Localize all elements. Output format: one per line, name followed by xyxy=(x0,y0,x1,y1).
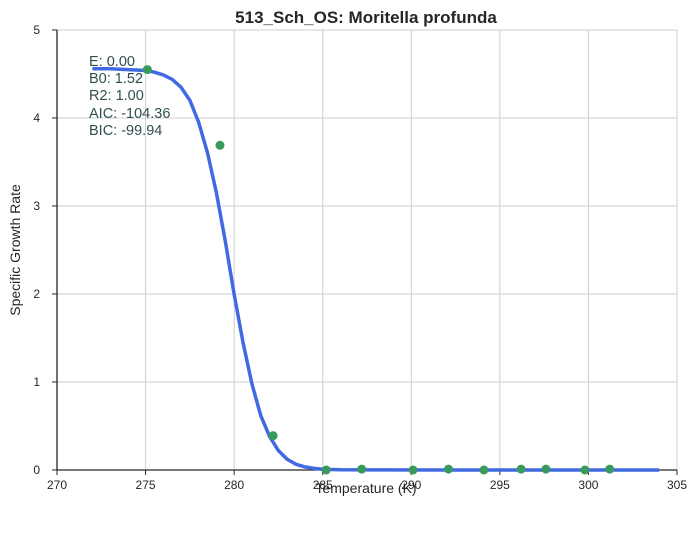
y-tick-label: 3 xyxy=(33,199,40,213)
x-tick-label: 280 xyxy=(224,478,244,492)
data-point xyxy=(268,431,278,441)
chart-title: 513_Sch_OS: Moritella profunda xyxy=(235,8,497,27)
y-tick-label: 1 xyxy=(33,375,40,389)
plot-marks xyxy=(92,65,660,475)
data-point xyxy=(357,464,367,474)
y-tick-labels: 0 1 2 3 4 5 xyxy=(33,23,40,477)
annotation-e: E: 0.00 xyxy=(89,54,135,70)
x-tick-label: 295 xyxy=(490,478,510,492)
fit-line xyxy=(92,66,660,472)
x-tick-labels: 270 275 280 285 290 295 300 305 xyxy=(47,478,687,492)
data-point xyxy=(605,464,615,474)
data-point xyxy=(443,464,453,474)
y-tick-label: 5 xyxy=(33,23,40,37)
data-point xyxy=(408,465,418,475)
fit-statistics: E: 0.00 B0: 1.52 R2: 1.00 AIC: -104.36 B… xyxy=(89,54,170,139)
x-axis-label: Temperature (K) xyxy=(315,480,416,496)
x-tick-label: 270 xyxy=(47,478,67,492)
x-tick-label: 285 xyxy=(313,478,333,492)
data-point xyxy=(541,464,551,474)
annotation-b0: B0: 1.52 xyxy=(89,71,143,87)
data-point xyxy=(516,464,526,474)
annotation-bic: BIC: -99.94 xyxy=(89,123,162,139)
annotation-r2: R2: 1.00 xyxy=(89,88,144,104)
y-tick-label: 4 xyxy=(33,111,40,125)
x-tick-label: 305 xyxy=(667,478,687,492)
y-tick-label: 0 xyxy=(33,463,40,477)
data-point xyxy=(479,465,489,475)
data-point xyxy=(580,465,590,475)
data-point xyxy=(215,140,225,150)
annotation-aic: AIC: -104.36 xyxy=(89,106,170,122)
data-point xyxy=(142,65,152,75)
y-axis-label: Specific Growth Rate xyxy=(7,184,23,316)
x-tick-label: 290 xyxy=(401,478,421,492)
data-point xyxy=(321,465,331,475)
x-tick-label: 300 xyxy=(578,478,598,492)
y-tick-label: 2 xyxy=(33,287,40,301)
x-tick-label: 275 xyxy=(136,478,156,492)
